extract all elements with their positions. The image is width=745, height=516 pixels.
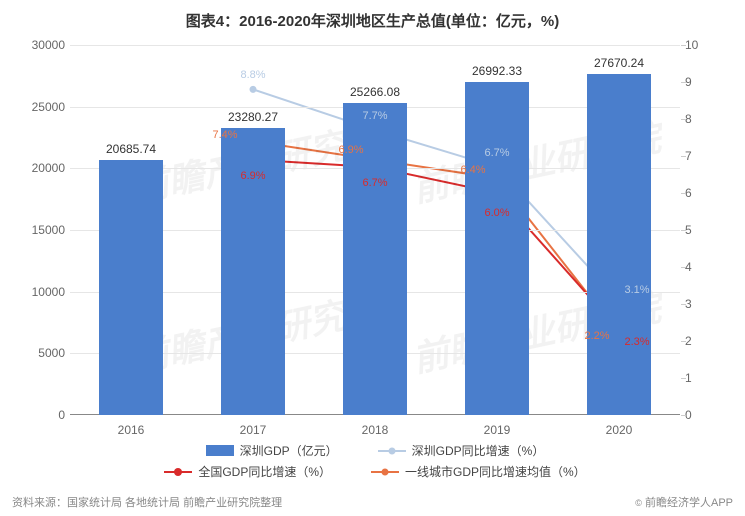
legend-label: 深圳GDP同比增速（%） bbox=[412, 442, 545, 459]
sz-growth-label: 6.7% bbox=[484, 147, 509, 159]
y-right-tick-label: 5 bbox=[685, 223, 725, 237]
source-footer: 资料来源：国家统计局 各地统计局 前瞻产业研究院整理 bbox=[12, 494, 282, 510]
legend-label: 一线城市GDP同比增速均值（%） bbox=[405, 463, 586, 480]
tier1-growth-line bbox=[253, 141, 619, 333]
legend-swatch-line bbox=[378, 450, 406, 452]
bar bbox=[587, 74, 651, 415]
legend-label: 深圳GDP（亿元） bbox=[240, 442, 338, 459]
footer-right: © 前瞻经济学人APP bbox=[635, 494, 733, 510]
national-growth-label: 6.7% bbox=[362, 177, 387, 189]
legend-item: 一线城市GDP同比增速均值（%） bbox=[371, 463, 586, 480]
bar-value-label: 20685.74 bbox=[106, 142, 156, 156]
y-right-tick-label: 10 bbox=[685, 38, 725, 52]
y-right-tick bbox=[681, 415, 686, 416]
x-tick-label: 2018 bbox=[362, 423, 389, 437]
legend-swatch-bar bbox=[206, 445, 234, 456]
bar bbox=[99, 160, 163, 415]
y-right-tick-label: 7 bbox=[685, 149, 725, 163]
y-right-tick bbox=[681, 82, 686, 83]
y-right-tick-label: 9 bbox=[685, 75, 725, 89]
y-right-tick bbox=[681, 378, 686, 379]
legend-label: 全国GDP同比增速（%） bbox=[198, 463, 331, 480]
national-growth-label: 6.0% bbox=[484, 207, 509, 219]
legend-marker-icon bbox=[388, 447, 395, 454]
legend-item: 全国GDP同比增速（%） bbox=[164, 463, 331, 480]
national-growth-label: 6.9% bbox=[240, 170, 265, 182]
plot-area: 前瞻产业研究院前瞻产业研究院前瞻产业研究院前瞻产业研究院050001000015… bbox=[70, 45, 680, 415]
x-tick-label: 2020 bbox=[606, 423, 633, 437]
y-left-tick-label: 0 bbox=[5, 408, 65, 422]
y-left-tick-label: 25000 bbox=[5, 100, 65, 114]
bar bbox=[465, 82, 529, 415]
legend-row: 深圳GDP（亿元） 深圳GDP同比增速（%） bbox=[70, 442, 680, 459]
y-right-tick bbox=[681, 156, 686, 157]
y-right-tick-label: 2 bbox=[685, 334, 725, 348]
bar-value-label: 27670.24 bbox=[594, 56, 644, 70]
y-right-tick-label: 0 bbox=[685, 408, 725, 422]
y-right-tick bbox=[681, 119, 686, 120]
sz-growth-label: 8.8% bbox=[240, 69, 265, 81]
tier1-growth-label: 7.4% bbox=[212, 129, 237, 141]
tier1-growth-label: 6.9% bbox=[338, 144, 363, 156]
y-right-tick bbox=[681, 267, 686, 268]
x-tick-label: 2017 bbox=[240, 423, 267, 437]
x-tick-label: 2019 bbox=[484, 423, 511, 437]
gridline bbox=[70, 45, 680, 46]
tier1-growth-label: 2.2% bbox=[584, 330, 609, 342]
y-left-tick-label: 30000 bbox=[5, 38, 65, 52]
national-growth-label: 2.3% bbox=[624, 336, 649, 348]
y-right-tick-label: 1 bbox=[685, 371, 725, 385]
tier1-growth-label: 6.4% bbox=[460, 164, 485, 176]
footer-right-text: 前瞻经济学人APP bbox=[645, 497, 733, 509]
bar-value-label: 23280.27 bbox=[228, 110, 278, 124]
y-left-tick-label: 15000 bbox=[5, 223, 65, 237]
legend-item: 深圳GDP同比增速（%） bbox=[378, 442, 545, 459]
bar-value-label: 25266.08 bbox=[350, 85, 400, 99]
x-tick-label: 2016 bbox=[118, 423, 145, 437]
y-right-tick-label: 8 bbox=[685, 112, 725, 126]
chart-title: 图表4：2016-2020年深圳地区生产总值(单位：亿元，%) bbox=[0, 0, 745, 31]
chart-container: 图表4：2016-2020年深圳地区生产总值(单位：亿元，%) 前瞻产业研究院前… bbox=[0, 0, 745, 516]
y-right-tick bbox=[681, 341, 686, 342]
legend-swatch-line bbox=[164, 471, 192, 473]
legend: 深圳GDP（亿元） 深圳GDP同比增速（%） 全国GDP同比增速（%） 一线城市GDP… bbox=[70, 442, 680, 484]
y-right-tick bbox=[681, 230, 686, 231]
y-left-tick-label: 20000 bbox=[5, 161, 65, 175]
legend-swatch-line bbox=[371, 471, 399, 473]
sz-growth-marker bbox=[250, 86, 257, 93]
y-right-tick bbox=[681, 193, 686, 194]
sz-growth-label: 7.7% bbox=[362, 110, 387, 122]
bar-value-label: 26992.33 bbox=[472, 64, 522, 78]
legend-row: 全国GDP同比增速（%） 一线城市GDP同比增速均值（%） bbox=[70, 463, 680, 480]
y-right-tick-label: 6 bbox=[685, 186, 725, 200]
y-right-tick-label: 4 bbox=[685, 260, 725, 274]
legend-marker-icon bbox=[382, 468, 389, 475]
y-right-tick bbox=[681, 45, 686, 46]
legend-item: 深圳GDP（亿元） bbox=[206, 442, 338, 459]
y-right-tick bbox=[681, 304, 686, 305]
sz-growth-label: 3.1% bbox=[624, 284, 649, 296]
y-left-tick-label: 5000 bbox=[5, 346, 65, 360]
legend-marker-icon bbox=[174, 468, 182, 476]
national-growth-line bbox=[253, 160, 619, 330]
y-left-tick-label: 10000 bbox=[5, 285, 65, 299]
y-right-tick-label: 3 bbox=[685, 297, 725, 311]
